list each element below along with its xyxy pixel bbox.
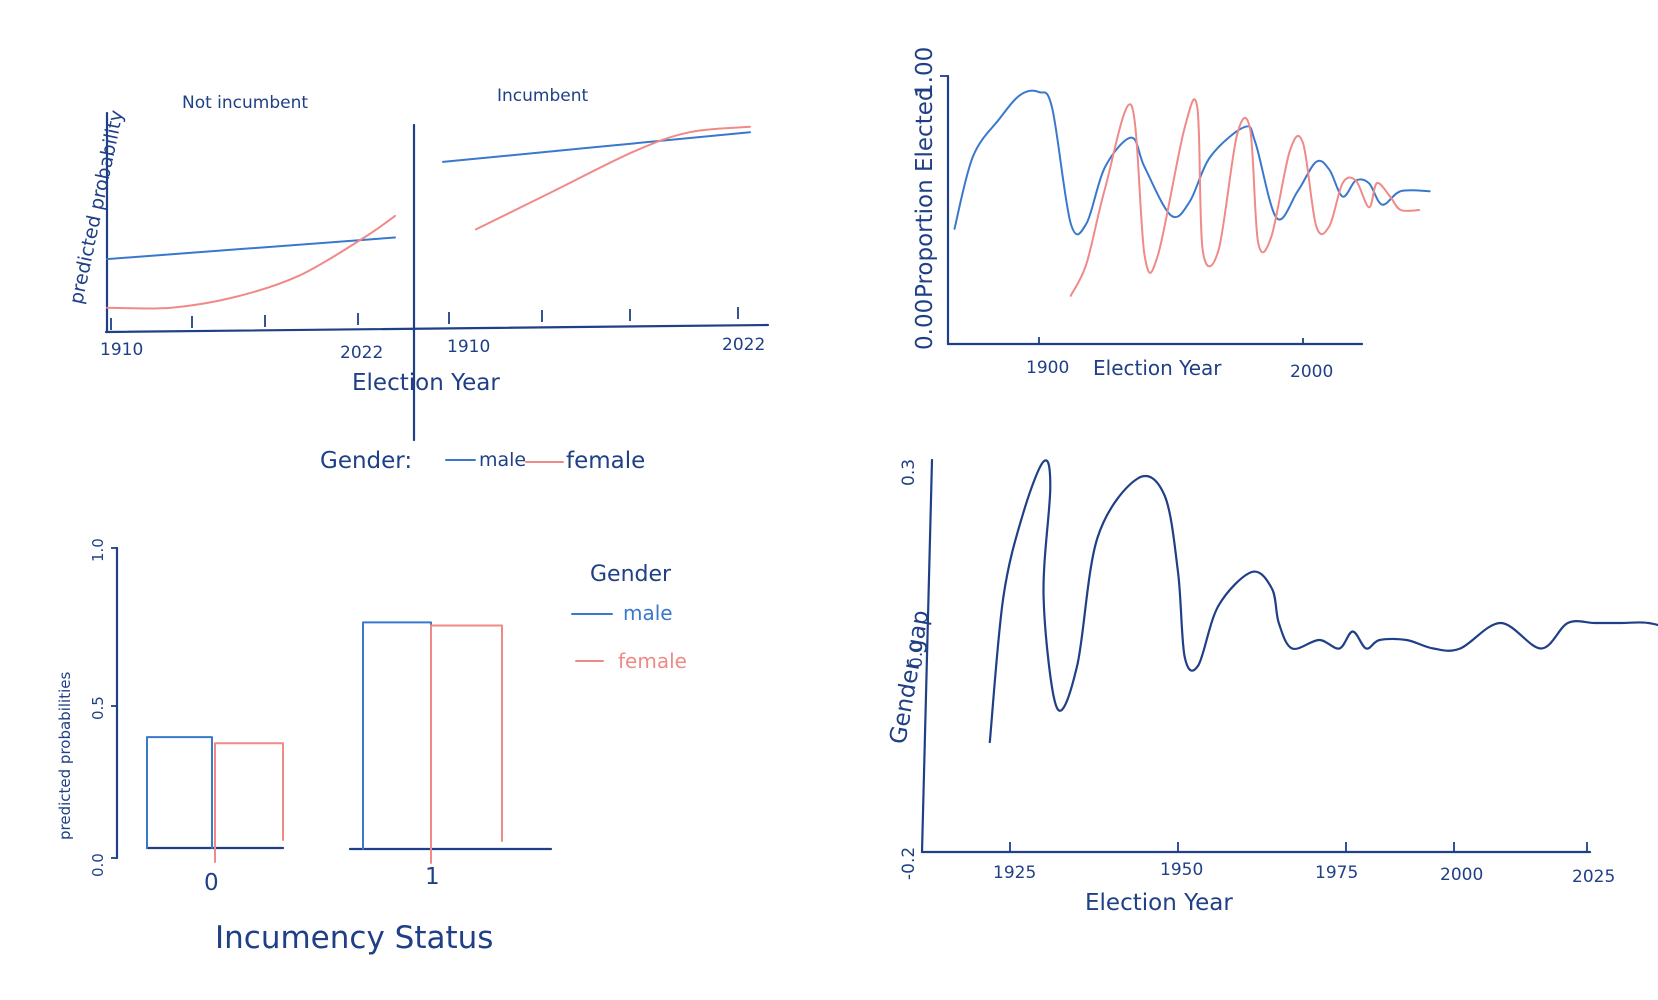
y-tick-label-0.3: 0.3	[899, 459, 919, 486]
bar-male-0	[146, 736, 213, 849]
x-tick-label-1975: 1975	[1315, 863, 1358, 883]
bar-female-1	[430, 624, 503, 864]
series-line-male-incumbent	[442, 131, 751, 163]
facet-label-incumbent: Incumbent	[497, 86, 588, 106]
x-axis-ticks	[1009, 842, 1588, 852]
y-axis	[920, 458, 934, 854]
y-axis-label: predicted probability	[65, 108, 128, 306]
x-tick-label-1: 1	[425, 864, 440, 890]
x-tick-label-2000: 2000	[1440, 865, 1483, 885]
bar-female-0	[214, 742, 284, 863]
legend-label-female: female	[618, 649, 687, 673]
x-tick-label-2025: 2025	[1572, 867, 1615, 887]
tick-label-2022-right: 2022	[722, 335, 765, 355]
x-axis-label: Election Year	[352, 370, 500, 396]
x-axis-label: Election Year	[1093, 356, 1222, 380]
y-tick-label-0.0: 0.0	[89, 853, 107, 877]
tick-label-1910-right: 1910	[447, 337, 490, 357]
series-line-female-not-incumbent	[106, 214, 396, 310]
y-tick-label-0.0: 0.0	[907, 641, 927, 668]
y-axis-label: Proportion Elected	[912, 87, 938, 298]
legend-label-female: female	[566, 448, 645, 474]
y-tick-label-1: 1.00	[912, 47, 938, 98]
bar-male-1	[362, 621, 432, 850]
x-tick-label-1900: 1900	[1026, 358, 1069, 378]
x-axis	[104, 323, 770, 334]
x-tick-label-2000: 2000	[1290, 362, 1333, 382]
x-tick-label-1950: 1950	[1160, 860, 1203, 880]
x-axis-label: Election Year	[1085, 890, 1233, 916]
panel-proportion-elected: 0.00 Proportion Elected 1.00 1900 2000 E…	[912, 47, 1431, 382]
legend-title: Gender	[590, 562, 672, 587]
y-axis-label: predicted probabilities	[56, 672, 74, 840]
series-line-female	[1069, 98, 1421, 297]
x-tick-label-1925: 1925	[993, 863, 1036, 883]
x-axis-ticks	[110, 307, 739, 330]
series-line-male	[953, 89, 1431, 236]
legend-label-male: male	[623, 601, 673, 625]
panel-gender-gap: 0.3 0.0 -0.2 Gender gap 1925 1950 1975 2…	[885, 458, 1658, 916]
y-tick-label-0.5: 0.5	[89, 696, 107, 720]
panel-predicted-probability-by-incumbency: Not incumbent Incumbent predicted probab…	[65, 86, 770, 474]
panel-bar-predicted-probabilities: 0.0 0.5 1.0 predicted probabilities 0 1 …	[56, 538, 687, 956]
legend-label-male: male	[479, 449, 526, 471]
facet-label-not-incumbent: Not incumbent	[182, 93, 308, 113]
tick-label-2022-left: 2022	[340, 343, 383, 363]
tick-label-1910-left: 1910	[100, 340, 143, 360]
series-line-male-not-incumbent	[106, 236, 396, 261]
x-axis-label: Incumency Status	[215, 920, 493, 956]
y-tick-label-0: 0.00	[912, 299, 938, 350]
x-tick-label-0: 0	[204, 870, 219, 896]
legend-title: Gender:	[320, 448, 412, 474]
y-tick-label-1.0: 1.0	[89, 538, 107, 562]
series-line-female-incumbent	[474, 125, 751, 231]
series-line-gender-gap	[988, 459, 1658, 744]
y-tick-label-minus-0.2: -0.2	[899, 847, 919, 880]
